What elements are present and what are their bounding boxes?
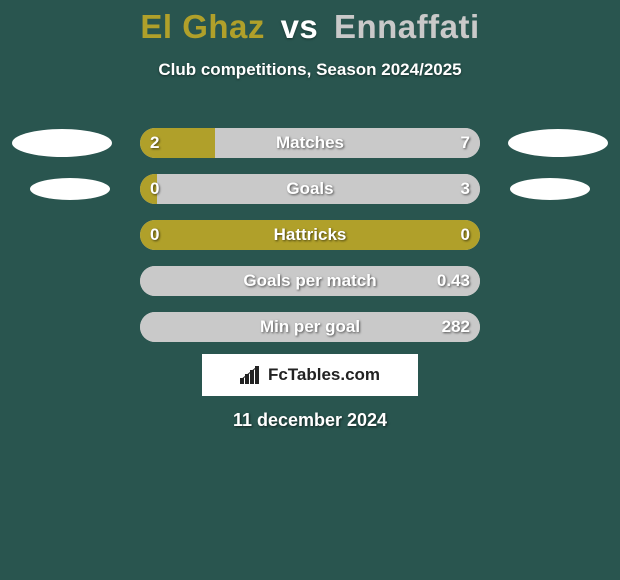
right-value: 282 [442, 312, 470, 342]
left-value: 0 [150, 220, 159, 250]
bar-right [140, 266, 480, 296]
stat-row: Matches2 7 [0, 120, 620, 166]
player2-marker [510, 178, 590, 200]
right-value: 0 [461, 220, 470, 250]
left-value: 2 [150, 128, 159, 158]
logo-box: FcTables.com [202, 354, 418, 396]
stat-row: Hattricks0 0 [0, 212, 620, 258]
bar-right [140, 312, 480, 342]
player1-marker [30, 178, 110, 200]
subtitle: Club competitions, Season 2024/2025 [0, 60, 620, 80]
bar-chart-icon [240, 366, 262, 384]
stat-row: Goals0 3 [0, 166, 620, 212]
title: El Ghaz vs Ennaffati [0, 0, 620, 46]
stat-rows: Matches27Goals03Hattricks00Goals per mat… [0, 120, 620, 350]
player1-marker [12, 129, 112, 157]
stat-row: Goals per match0.43 [0, 258, 620, 304]
bar-right [215, 128, 480, 158]
right-value: 7 [461, 128, 470, 158]
stats-card: El Ghaz vs Ennaffati Club competitions, … [0, 0, 620, 580]
bar-right [157, 174, 480, 204]
right-value: 0.43 [437, 266, 470, 296]
bar-track: Goals per match [140, 266, 480, 296]
bar-track: Matches [140, 128, 480, 158]
bar-left [140, 220, 480, 250]
vs-text: vs [281, 8, 319, 45]
bar-track: Goals [140, 174, 480, 204]
player2-marker [508, 129, 608, 157]
bar-track: Min per goal [140, 312, 480, 342]
left-value: 0 [150, 174, 159, 204]
player1-name: El Ghaz [140, 8, 265, 45]
date-text: 11 december 2024 [0, 410, 620, 431]
player2-name: Ennaffati [334, 8, 480, 45]
bar-track: Hattricks [140, 220, 480, 250]
logo-text: FcTables.com [268, 365, 380, 385]
stat-row: Min per goal282 [0, 304, 620, 350]
right-value: 3 [461, 174, 470, 204]
